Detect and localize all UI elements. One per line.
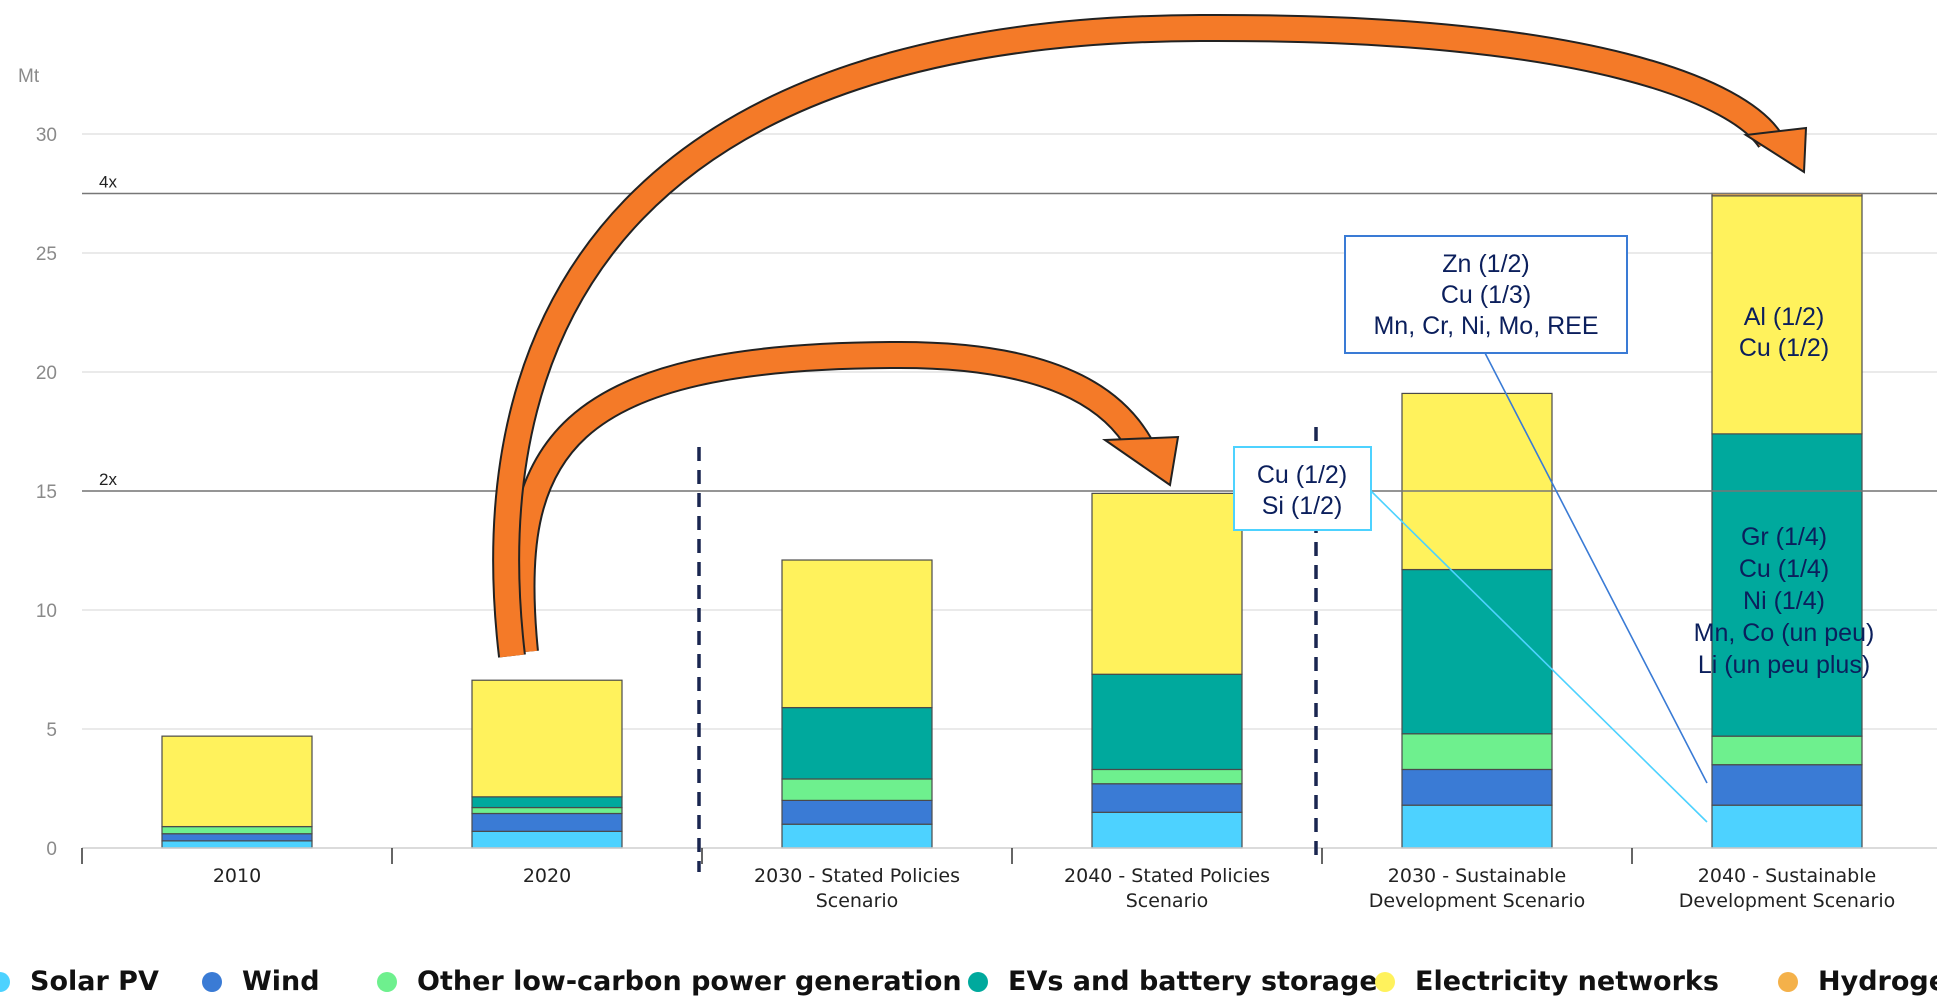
y-tick-label: 10	[36, 601, 57, 622]
bar-segment	[1401, 568, 1553, 735]
bar-segment	[781, 706, 933, 780]
reference-line-label: 2x	[99, 470, 117, 489]
legend-item: Hydrogen	[1778, 966, 1937, 997]
leader-line	[1370, 490, 1708, 823]
arrow-body	[509, 342, 1151, 654]
bar-segment	[471, 830, 623, 849]
bar-segment	[1091, 768, 1243, 785]
legend-label: Solar PV	[30, 966, 159, 997]
legend-item: Other low-carbon power generation	[377, 966, 962, 997]
legend-label: Other low-carbon power generation	[417, 966, 962, 997]
annotations: Zn (1/2) Cu (1/3) Mn, Cr, Ni, Mo, REE Cu (1…	[1233, 235, 1875, 823]
x-tick-label: 2040 - Sustainable Development Scenario	[1679, 865, 1896, 912]
legend-label: Hydrogen	[1818, 966, 1937, 997]
annotation-text: Gr (1/4) Cu (1/4) Ni (1/4) Mn, Co (un peu) L…	[1694, 523, 1875, 679]
legend-item: Electricity networks	[1375, 966, 1719, 997]
bar-segment	[1711, 195, 1863, 435]
bar-segment	[1091, 492, 1243, 675]
bar-segment	[161, 833, 313, 842]
bar-segment	[1711, 804, 1863, 849]
arrow-head	[1101, 435, 1180, 487]
bar-stacks	[161, 192, 1863, 849]
legend-item: Wind	[202, 966, 320, 997]
arrow-head	[1743, 126, 1808, 174]
bar-segment	[781, 799, 933, 825]
bar-segment	[1091, 673, 1243, 771]
bar-segment	[161, 825, 313, 835]
annotation-box	[1344, 235, 1628, 354]
legend-swatch	[968, 971, 988, 992]
x-tick-label: 2040 - Stated Policies Scenario	[1064, 865, 1270, 912]
annotation-text: Cu (1/2) Si (1/2)	[1257, 461, 1347, 520]
axes: Mt 0 5 10 15 20 25 30 2010 2020 2030 - Stated Poli…	[18, 66, 1937, 912]
bar-segment	[1091, 783, 1243, 813]
bar-segment	[781, 823, 933, 849]
annotation-box	[1233, 446, 1372, 531]
gridlines	[82, 133, 1937, 730]
bar-segment	[1401, 733, 1553, 771]
annotation-text: Al (1/2) Cu (1/2)	[1739, 303, 1829, 362]
x-tick-label: 2010	[213, 865, 261, 887]
bar-segment	[1711, 764, 1863, 806]
y-tick-label: 5	[46, 720, 57, 741]
legend-item: Solar PV	[0, 966, 159, 997]
arrow-body	[494, 15, 1780, 658]
y-tick-label: 0	[46, 839, 57, 860]
legend-swatch	[377, 971, 397, 992]
annotation-text: Zn (1/2) Cu (1/3) Mn, Cr, Ni, Mo, REE	[1373, 250, 1598, 340]
bar-segment	[1091, 811, 1243, 849]
legend-label: Electricity networks	[1415, 966, 1719, 997]
reference-lines: 4x 2x	[82, 173, 1937, 492]
legend-item: EVs and battery storage	[968, 966, 1378, 997]
y-tick-label: 25	[36, 244, 57, 265]
bar-segment	[161, 840, 313, 849]
bar-segment	[1711, 735, 1863, 766]
y-axis-label: Mt	[18, 66, 40, 87]
reference-line-label: 4x	[99, 173, 117, 192]
bar-segment	[1401, 392, 1553, 571]
bar-segment	[781, 559, 933, 709]
y-tick-label: 20	[36, 363, 57, 384]
bar-segment	[471, 806, 623, 815]
bar-segment	[471, 679, 623, 798]
legend-swatch	[1375, 971, 1395, 992]
bar-segment	[471, 796, 623, 809]
bar-segment	[1401, 804, 1553, 849]
legend-label: EVs and battery storage	[1008, 966, 1378, 997]
y-tick-label: 15	[36, 482, 57, 503]
bar-segment	[1711, 433, 1863, 737]
x-tick-label: 2020	[523, 865, 571, 887]
leader-line	[1484, 352, 1708, 784]
bar-segment	[1401, 768, 1553, 806]
legend-label: Wind	[242, 966, 320, 997]
x-tick-label: 2030 - Stated Policies Scenario	[754, 865, 960, 912]
growth-arrows	[492, 13, 1808, 658]
y-tick-label: 30	[36, 125, 57, 146]
bar-segment	[471, 812, 623, 832]
legend-swatch	[202, 971, 222, 992]
x-tick-label: 2030 - Sustainable Development Scenario	[1369, 865, 1586, 912]
bar-segment	[161, 735, 313, 828]
legend-swatch	[0, 971, 10, 992]
bar-segment	[781, 778, 933, 801]
legend-swatch	[1778, 971, 1798, 992]
